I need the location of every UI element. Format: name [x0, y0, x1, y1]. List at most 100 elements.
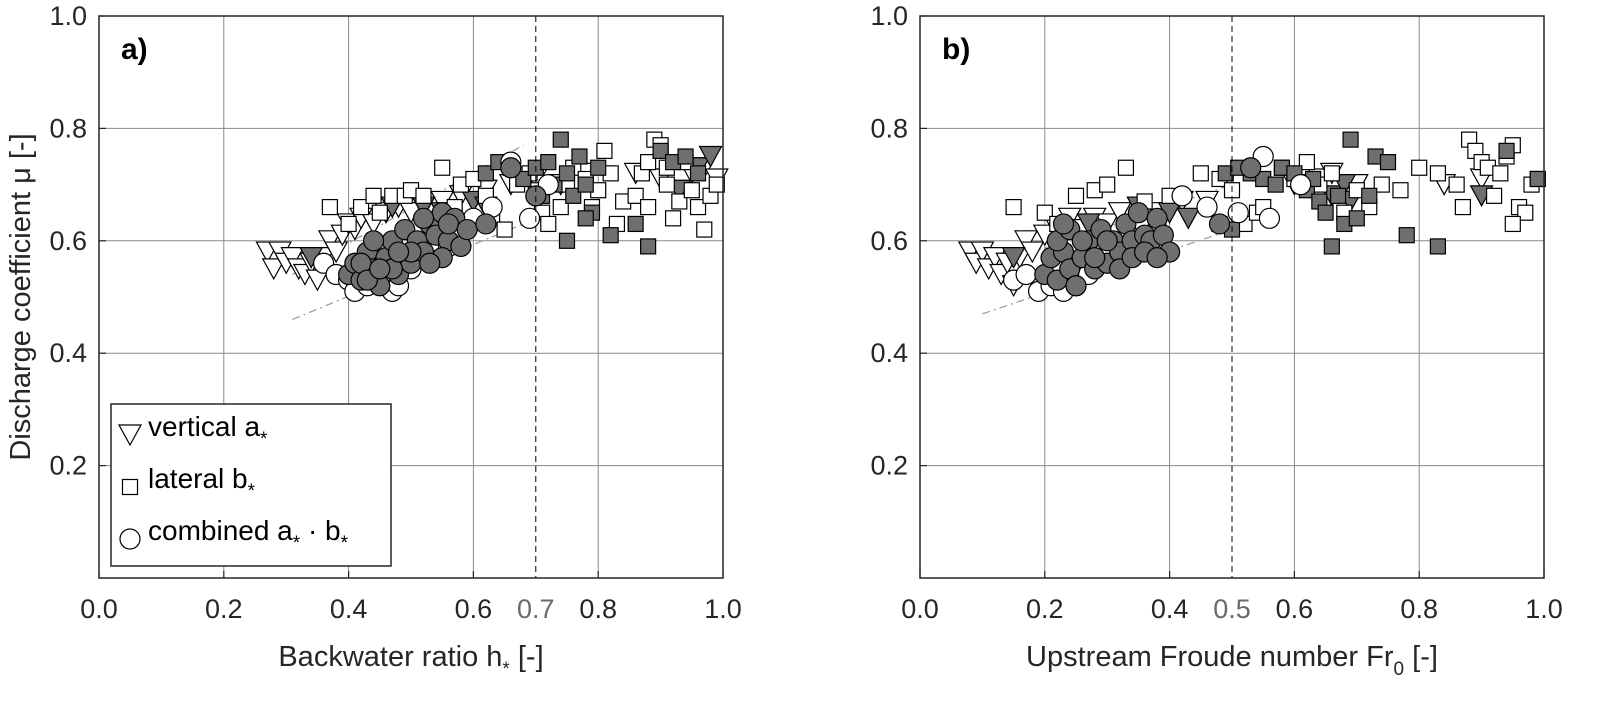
- square-white-point: [1323, 165, 1340, 182]
- y-tick-label: 0.8: [870, 113, 908, 143]
- square-white-point: [671, 193, 688, 210]
- circle-gray-point: [1071, 230, 1093, 252]
- square-white-point: [1454, 198, 1471, 216]
- y-axis-label: Discharge coefficient μ [-]: [5, 133, 37, 460]
- legend-entry-label-part: · b: [300, 515, 340, 546]
- x-axis-label: Backwater ratio h* [-]: [278, 641, 543, 680]
- square-gray-point: [1498, 142, 1515, 159]
- square-white-point: [658, 176, 675, 193]
- panel-label: a): [121, 33, 148, 66]
- circle-white-point: [1290, 174, 1312, 196]
- square-gray-point: [652, 142, 669, 159]
- legend-entry-label-part: *: [341, 533, 349, 554]
- circle-white-point: [518, 207, 541, 229]
- square-gray-point: [1323, 238, 1340, 255]
- square-white-point: [321, 198, 338, 216]
- y-tick-label: 0.2: [49, 451, 87, 481]
- circle-gray-point: [1052, 213, 1075, 235]
- circle-gray-point: [1146, 247, 1168, 269]
- circle-gray-point: [1127, 202, 1150, 224]
- square-white-point: [1373, 176, 1390, 193]
- y-tick-label: 0.6: [49, 226, 87, 256]
- panel-label: b): [942, 33, 970, 66]
- triangle-down-white-point: [1014, 230, 1039, 253]
- square-white-point: [415, 187, 432, 204]
- square-white-point: [1036, 204, 1053, 221]
- y-tick-label: 0.8: [49, 113, 87, 143]
- envelope-lower-line: [292, 223, 524, 321]
- square-gray-point: [1361, 187, 1378, 204]
- circle-white-point: [1015, 263, 1037, 286]
- x-tick-label: 0.4: [330, 594, 368, 624]
- square-white-point: [1005, 198, 1022, 216]
- x-tick-label: 0.2: [1026, 594, 1064, 624]
- square-gray-point: [1342, 131, 1359, 148]
- legend-entry-label-part: *: [260, 429, 268, 450]
- x-axis-label-part: Backwater ratio h: [278, 641, 502, 673]
- square-white-point: [540, 215, 557, 233]
- y-tick-label: 1.0: [870, 1, 908, 31]
- square-white-point: [640, 198, 657, 216]
- square-white-point: [683, 182, 700, 199]
- y-tick-label: 0.2: [870, 451, 908, 481]
- square-gray-point: [1317, 204, 1334, 221]
- square-white-point: [496, 221, 513, 238]
- x-tick-label: 0.4: [1151, 594, 1189, 624]
- circle-gray-point: [387, 241, 410, 263]
- square-gray-point: [602, 227, 619, 244]
- square-gray-point: [515, 170, 532, 188]
- x-tick-label: 0.6: [455, 594, 493, 624]
- square-gray-point: [577, 210, 594, 227]
- legend-entry-label: vertical a*: [148, 411, 268, 450]
- triangle-down-white-point: [1107, 202, 1132, 224]
- square-white-point: [1392, 182, 1409, 199]
- circle-gray-point: [419, 252, 441, 274]
- x-tick-label: 0.8: [579, 594, 617, 624]
- square-gray-point: [558, 165, 576, 182]
- circle-gray-point: [1084, 247, 1106, 269]
- circle-gray-point: [475, 213, 497, 235]
- legend: vertical a*lateral b*combined a* · b*: [110, 403, 392, 567]
- square-white-point: [434, 159, 451, 176]
- square-gray-point: [689, 165, 707, 182]
- legend-entry-label-part: combined a: [148, 515, 293, 546]
- y-tick-label: 0.4: [49, 338, 87, 368]
- square-gray-point: [1329, 187, 1347, 204]
- triangle-down-gray-point: [1176, 207, 1201, 230]
- square-white-point: [1485, 187, 1503, 204]
- square-gray-point: [571, 148, 588, 165]
- reference-line-label: 0.7: [517, 594, 555, 624]
- square-white-point: [552, 198, 569, 216]
- square-gray-point: [477, 165, 494, 182]
- square-white-point: [696, 221, 713, 238]
- square-white-point: [1298, 154, 1315, 171]
- square-white-point: [1067, 187, 1085, 204]
- triangle-down-white-point: [317, 230, 342, 253]
- triangle-down-gray-point: [698, 145, 723, 168]
- x-tick-label: 0.6: [1276, 594, 1314, 624]
- panel-b-chart: 0.5 0.0 0.2 0.4 0.6 0.8 1.0 0.2 0.4 0.6 0.8 1.0 b) Up…: [870, 1, 1562, 680]
- x-axis-label-part: 0: [1394, 659, 1405, 680]
- square-gray-point: [627, 215, 644, 233]
- panel-a-chart: 0.7 0.0 0.2 0.4 0.6 0.8 1.0 0.2 0.4 0.6 0.8 1.0 a) Ba…: [5, 1, 742, 680]
- square-white-point: [640, 154, 657, 171]
- x-tick-label: 0.0: [80, 594, 118, 624]
- square-gray-point: [565, 187, 582, 204]
- square-gray-point: [552, 131, 569, 148]
- square-white-point: [1448, 176, 1465, 193]
- circle-gray-point: [412, 207, 435, 229]
- square-white-point: [1429, 165, 1447, 182]
- square-gray-point: [590, 159, 607, 176]
- circle-gray-point: [1208, 213, 1231, 235]
- plot-frame: [919, 15, 1545, 579]
- square-gray-point: [1398, 227, 1415, 244]
- circle-white-point: [1227, 202, 1249, 224]
- legend-circle-icon: [119, 528, 141, 550]
- y-tick-label: 0.6: [870, 226, 908, 256]
- square-gray-point: [540, 154, 557, 171]
- legend-entry-label: combined a* · b*: [148, 515, 349, 554]
- legend-box: [110, 403, 392, 567]
- circle-gray-point: [1240, 157, 1262, 179]
- square-gray-point: [558, 232, 576, 249]
